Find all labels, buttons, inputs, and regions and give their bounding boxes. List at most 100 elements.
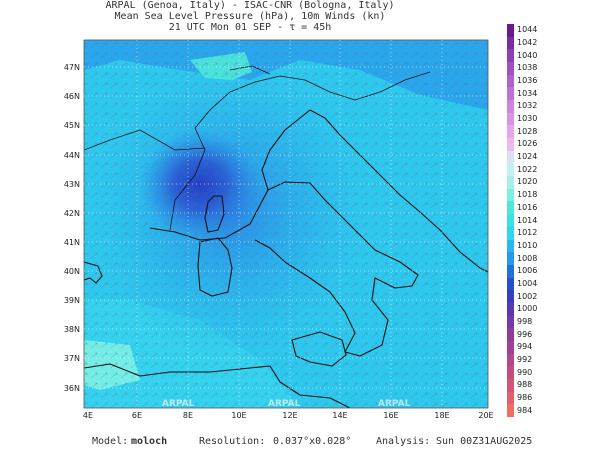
map-title: ARPAL (Genoa, Italy) - ISAC-CNR (Bologna… <box>0 0 500 33</box>
pressure-colorbar: 1044 1042 1040 1038 1036 1034 1032 1030 1028 1026… <box>507 24 547 418</box>
colorbar-level-label: 1016 <box>517 202 538 212</box>
colorbar-segment <box>507 340 514 354</box>
longitude-labels: 4E 6E 8E 10E 12E 14E 16E 18E 20E <box>83 411 494 420</box>
lon-label-8e: 8E <box>183 411 193 420</box>
colorbar-level-label: 994 <box>517 342 533 352</box>
colorbar-level-label: 1006 <box>517 266 538 276</box>
colorbar-segment <box>507 176 514 190</box>
colorbar-level-label: 1008 <box>517 253 538 263</box>
lon-label-10e: 10E <box>231 411 246 420</box>
colorbar-level-label: 992 <box>517 354 533 364</box>
colorbar-level-label: 1030 <box>517 114 538 124</box>
colorbar-segment <box>507 100 514 114</box>
lon-label-20e: 20E <box>478 411 493 420</box>
colorbar-segment <box>507 163 514 177</box>
colorbar-level-label: 1020 <box>517 177 538 187</box>
gridlines <box>84 40 488 408</box>
colorbar-level-label: 1040 <box>517 50 538 60</box>
footer-info: Model: moloch Resolution: 0.037°x0.028° … <box>0 436 600 448</box>
colorbar-segment <box>507 24 514 37</box>
colorbar-level-label: 986 <box>517 392 533 402</box>
lat-label-44n: 44N <box>64 151 80 160</box>
colorbar-level-label: 1034 <box>517 88 538 98</box>
colorbar-segment <box>507 391 514 405</box>
colorbar-segment <box>507 404 514 418</box>
colorbar-segment <box>507 353 514 367</box>
resolution-value: 0.037°x0.028° <box>273 436 352 447</box>
coastlines <box>84 109 488 408</box>
colorbar-level-label: 1044 <box>517 25 538 35</box>
colorbar-level-label: 1010 <box>517 240 538 250</box>
lat-label-41n: 41N <box>64 238 80 247</box>
colorbar-segment <box>507 226 514 240</box>
colorbar-segment <box>507 74 514 88</box>
colorbar-segment <box>507 315 514 329</box>
colorbar-segment <box>507 290 514 304</box>
colorbar-level-label: 990 <box>517 367 533 377</box>
colorbar-strip <box>507 24 514 418</box>
colorbar-level-label: 1038 <box>517 63 538 73</box>
colorbar-segment <box>507 188 514 202</box>
colorbar-level-label: 1018 <box>517 190 538 200</box>
colorbar-segment <box>507 302 514 316</box>
colorbar-level-label: 1004 <box>517 278 538 288</box>
lon-label-16e: 16E <box>383 411 398 420</box>
lon-label-18e: 18E <box>434 411 449 420</box>
colorbar-segment <box>507 366 514 380</box>
lat-label-40n: 40N <box>64 267 80 276</box>
lat-label-36n: 36N <box>64 384 80 393</box>
lat-label-37n: 37N <box>64 354 80 363</box>
colorbar-level-label: 998 <box>517 316 533 326</box>
colorbar-segment <box>507 214 514 228</box>
colorbar-segment <box>507 277 514 291</box>
analysis-value: Sun 00Z31AUG2025 <box>436 436 533 447</box>
model-label: Model: <box>92 436 129 447</box>
analysis-label: Analysis: <box>376 436 431 447</box>
colorbar-level-label: 1000 <box>517 304 538 314</box>
lon-label-4e: 4E <box>83 411 93 420</box>
colorbar-level-label: 1012 <box>517 228 538 238</box>
title-line-variables: Mean Sea Level Pressure (hPa), 10m Winds… <box>114 11 386 22</box>
colorbar-segment <box>507 49 514 63</box>
title-line-valid-time: 21 UTC Mon 01 SEP - τ = 45h <box>168 22 332 33</box>
lat-label-38n: 38N <box>64 325 80 334</box>
model-value: moloch <box>131 436 168 447</box>
colorbar-segment <box>507 328 514 342</box>
colorbar-segment <box>507 125 514 139</box>
colorbar-segment <box>507 264 514 278</box>
latitude-labels: 47N 46N 45N 44N 43N 42N 41N 40N 39N 38N … <box>64 63 80 393</box>
country-borders <box>84 65 431 231</box>
colorbar-level-label: 1026 <box>517 139 538 149</box>
lon-label-12e: 12E <box>282 411 297 420</box>
colorbar-segment <box>507 138 514 152</box>
colorbar-segment <box>507 201 514 215</box>
lat-label-46n: 46N <box>64 92 80 101</box>
colorbar-segment <box>507 36 514 50</box>
lat-label-42n: 42N <box>64 209 80 218</box>
colorbar-level-label: 1036 <box>517 76 538 86</box>
title-line-producers: ARPAL (Genoa, Italy) - ISAC-CNR (Bologna… <box>105 0 395 11</box>
lon-label-14e: 14E <box>332 411 347 420</box>
colorbar-segment <box>507 112 514 126</box>
resolution-label: Resolution: <box>199 436 266 447</box>
colorbar-level-label: 996 <box>517 329 533 339</box>
colorbar-level-label: 1032 <box>517 101 538 111</box>
watermarks: ARPAL ARPAL ARPAL <box>162 399 411 409</box>
colorbar-level-label: 1014 <box>517 215 538 225</box>
lat-label-45n: 45N <box>64 121 80 130</box>
colorbar-level-label: 1002 <box>517 291 538 301</box>
colorbar-segment <box>507 62 514 76</box>
colorbar-segment <box>507 378 514 392</box>
colorbar-level-label: 984 <box>517 405 533 415</box>
watermark-2: ARPAL <box>268 399 301 409</box>
map-frame <box>83 39 489 409</box>
colorbar-level-label: 988 <box>517 380 533 390</box>
lat-label-47n: 47N <box>64 63 80 72</box>
colorbar-level-label: 1028 <box>517 126 538 136</box>
lon-label-6e: 6E <box>132 411 142 420</box>
colorbar-level-label: 1022 <box>517 164 538 174</box>
lat-label-43n: 43N <box>64 180 80 189</box>
watermark-3: ARPAL <box>378 399 411 409</box>
colorbar-level-label: 1042 <box>517 38 538 48</box>
